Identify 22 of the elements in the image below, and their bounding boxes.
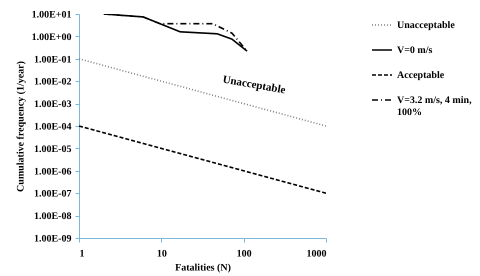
y-tick-label: 1.00E-01 <box>34 54 72 66</box>
annotation: Unacceptable <box>222 74 286 96</box>
y-tick-label: 1.00E-03 <box>34 99 72 110</box>
legend-label: V=0 m/s <box>397 45 433 56</box>
x-tick-label: 10 <box>156 248 167 260</box>
y-tick-label: 1.00E-07 <box>34 188 72 200</box>
x-tick-label: 100 <box>236 248 252 260</box>
y-tick-label: 1.00E-09 <box>34 234 72 244</box>
y-tick-label: 1.00E-05 <box>34 144 72 155</box>
legend-label: Unacceptable <box>397 20 456 31</box>
y-tick-label: 1.00E-02 <box>34 76 72 88</box>
y-tick-label: 1.00E+01 <box>32 10 72 20</box>
y-tick-label: 1.00E+00 <box>32 32 72 43</box>
legend-label: V=3.2 m/s, 4 min, 100% <box>397 95 472 118</box>
legend-label: Acceptable <box>397 70 445 81</box>
y-tick-label: 1.00E-06 <box>34 166 72 178</box>
y-axis-title: Cumulative frequency (1/year) <box>16 61 27 192</box>
y-tick-label: 1.00E-08 <box>34 211 72 222</box>
x-axis-title: Fatalities (N) <box>175 262 231 274</box>
x-tick-label: 1 <box>80 248 84 260</box>
x-tick-label: 1000 <box>306 248 326 260</box>
y-tick-label: 1.00E-04 <box>34 122 72 132</box>
